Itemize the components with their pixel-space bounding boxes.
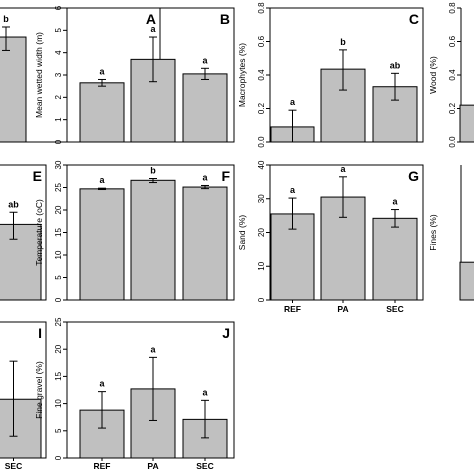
panel-label: G	[408, 168, 419, 184]
bar	[182, 73, 228, 143]
category-label: SEC	[196, 461, 213, 471]
y-tick-label: 0	[54, 139, 63, 144]
significance-letter: a	[150, 24, 156, 34]
significance-letter: a	[202, 55, 208, 65]
panel-j: 0 5 10 15 20 25 Fine gravel (%) a REF a PA a SEC J	[34, 317, 235, 471]
y-tick-label: 0.2	[448, 102, 457, 114]
significance-letter: a	[290, 185, 296, 195]
significance-letter: a	[340, 164, 346, 174]
panel-frame	[0, 164, 47, 301]
category-label: REF	[284, 304, 301, 314]
y-tick-label: 1	[54, 117, 63, 122]
y-axis-label: Macrophytes (%)	[237, 43, 247, 107]
bar	[372, 217, 418, 301]
y-tick-label: 0	[54, 455, 63, 460]
category-label: REF	[94, 461, 111, 471]
y-axis-label: Temperature (oC)	[34, 199, 44, 266]
y-tick-label: 4	[54, 50, 63, 55]
y-tick-label: 0.0	[257, 136, 266, 148]
significance-letter: a	[290, 97, 296, 107]
category-label: PA	[337, 304, 348, 314]
panel-g: 0 10 20 30 40 Sand (%) a REF a PA a SEC G	[237, 160, 424, 314]
y-tick-label: 6	[54, 5, 63, 10]
significance-letter: a	[99, 379, 105, 389]
panel-label: B	[220, 11, 230, 27]
significance-letter: ab	[8, 199, 19, 209]
panel-b: 0 1 2 3 4 5 6 Mean wetted width (m) a a a B	[34, 5, 235, 144]
panel-f: 0 5 10 15 20 25 30 Temperature (oC) a b a F	[34, 160, 235, 302]
category-label: SEC	[5, 461, 22, 471]
y-tick-label: 25	[54, 183, 63, 192]
y-tick-label: 15	[54, 228, 63, 237]
y-tick-label: 25	[54, 317, 63, 326]
y-tick-label: 40	[257, 160, 266, 169]
y-tick-label: 0.6	[448, 35, 457, 47]
significance-letter: ab	[390, 60, 401, 70]
y-axis-label: Fines (%)	[428, 214, 438, 251]
category-label: PA	[147, 461, 158, 471]
y-tick-label: 0	[54, 297, 63, 302]
significance-letter: b	[340, 37, 346, 47]
y-tick-label: 0.4	[257, 69, 266, 81]
significance-letter: a	[202, 387, 208, 397]
bar	[0, 223, 42, 301]
y-tick-label: 0.6	[257, 35, 266, 47]
panel-label: C	[409, 11, 419, 27]
panel-d: 0.0 0.2 0.4 0.6 0.8 Wood (%)	[428, 2, 474, 148]
significance-letter: a	[99, 175, 105, 185]
category-label: SEC	[386, 304, 403, 314]
y-tick-label: 0.2	[257, 102, 266, 114]
y-tick-label: 0.0	[448, 136, 457, 148]
y-tick-label: 20	[54, 344, 63, 353]
bar	[459, 261, 474, 301]
y-tick-label: 0.8	[257, 2, 266, 14]
bar	[130, 179, 176, 301]
y-tick-label: 2	[54, 95, 63, 100]
y-axis-label: Mean wetted width (m)	[34, 32, 44, 118]
significance-letter: b	[150, 166, 156, 176]
bar	[79, 82, 125, 143]
significance-letter: a	[99, 66, 105, 76]
y-tick-label: 20	[257, 228, 266, 237]
y-tick-label: 10	[54, 399, 63, 408]
panel-label: F	[221, 168, 230, 184]
panel-i: SEC I	[0, 321, 47, 471]
y-tick-label: 5	[54, 275, 63, 280]
bar	[79, 188, 125, 301]
y-tick-label: 3	[54, 72, 63, 77]
significance-letter: a	[150, 344, 156, 354]
bar	[0, 398, 42, 459]
panel-label: A	[146, 11, 156, 27]
significance-letter: a	[202, 172, 208, 182]
bar	[182, 186, 228, 301]
y-tick-label: 5	[54, 428, 63, 433]
y-tick-label: 0.4	[448, 69, 457, 81]
bar	[459, 104, 474, 143]
significance-letter: a	[392, 197, 398, 207]
y-tick-label: 10	[54, 250, 63, 259]
panel-h: Fines (%)	[428, 165, 474, 301]
y-tick-label: 0.8	[448, 2, 457, 14]
y-tick-label: 15	[54, 371, 63, 380]
y-tick-label: 20	[54, 205, 63, 214]
y-axis-label: Sand (%)	[237, 215, 247, 251]
y-tick-label: 5	[54, 28, 63, 33]
y-axis-label: Wood (%)	[428, 56, 438, 94]
y-tick-label: 30	[54, 160, 63, 169]
panel-label: I	[38, 325, 42, 341]
y-tick-label: 30	[257, 194, 266, 203]
y-tick-label: 0	[257, 297, 266, 302]
panel-label: E	[33, 168, 42, 184]
bar	[0, 36, 27, 143]
panel-frame	[0, 321, 47, 459]
significance-letter: b	[3, 14, 9, 24]
panel-e: ab E	[0, 164, 47, 301]
panel-label: J	[222, 325, 230, 341]
y-axis-label: Fine gravel (%)	[34, 361, 44, 419]
y-tick-label: 10	[257, 261, 266, 270]
